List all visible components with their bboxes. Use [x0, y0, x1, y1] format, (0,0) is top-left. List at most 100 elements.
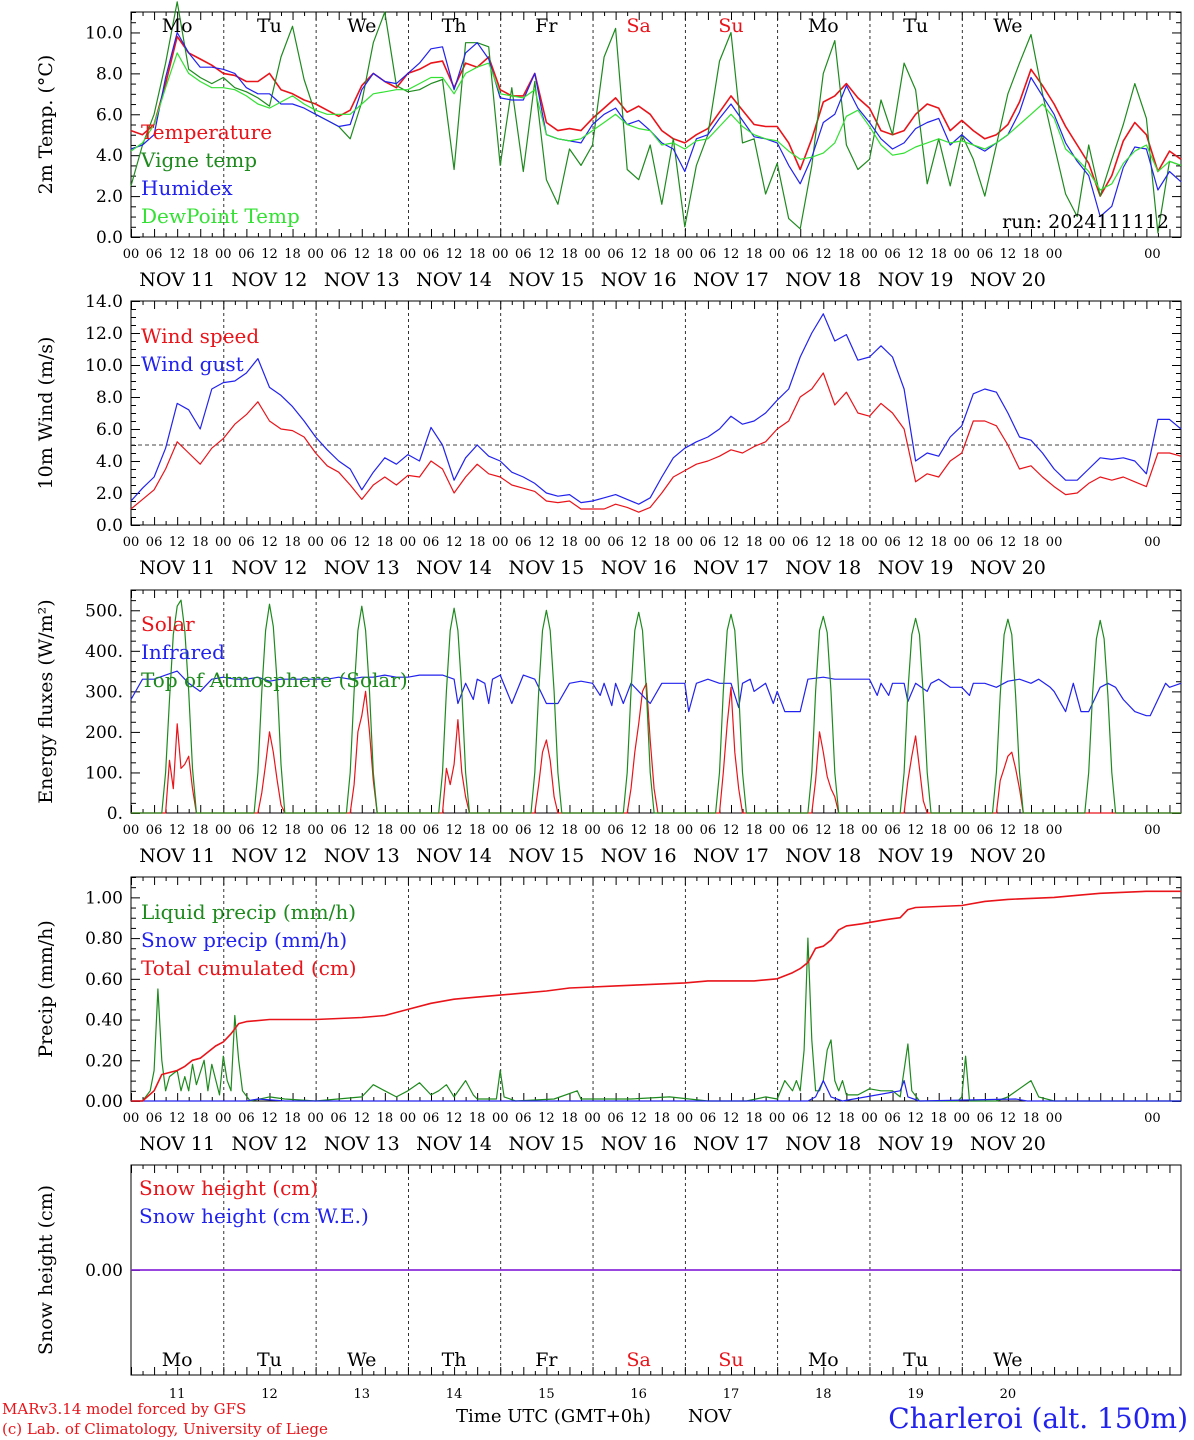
- hour-tick-label: 12: [630, 823, 647, 838]
- hour-tick-label: 12: [1000, 1111, 1017, 1126]
- hour-tick-label: 18: [930, 823, 947, 838]
- weekday-label: Mo: [162, 1349, 193, 1371]
- hour-tick-label: 06: [146, 1111, 163, 1126]
- hour-tick-label: 18: [192, 1111, 209, 1126]
- hour-tick-label: 12: [446, 535, 463, 550]
- hour-tick-label: 06: [700, 1111, 717, 1126]
- y-tick-label: 0.0: [96, 516, 123, 536]
- hour-tick-label: 18: [469, 823, 486, 838]
- hour-tick-label: 06: [977, 535, 994, 550]
- hour-tick-label: 00: [400, 823, 417, 838]
- hour-tick-label: 18: [284, 535, 301, 550]
- y-axis-title: 10m Wind (m/s): [35, 337, 57, 490]
- hour-tick-label: 06: [423, 247, 440, 262]
- weekday-label: Su: [718, 15, 743, 37]
- hour-tick-label: 06: [515, 247, 532, 262]
- hour-tick-label: 00: [400, 247, 417, 262]
- weekday-label: Th: [442, 15, 467, 37]
- legend-entry: Infrared: [141, 640, 225, 664]
- day-number-label: 12: [261, 1387, 278, 1402]
- hour-tick-label: 06: [700, 535, 717, 550]
- hour-tick-label: 12: [169, 1111, 186, 1126]
- y-tick-label: 6.0: [96, 420, 123, 440]
- series-line-total-cumulated-cm: [131, 890, 1181, 1102]
- hour-tick-label: 18: [1023, 1111, 1040, 1126]
- y-tick-label: 0.0: [96, 228, 123, 248]
- lab-credit: (c) Lab. of Climatology, University of L…: [2, 1420, 328, 1438]
- run-label: run: 2024111112: [1002, 211, 1169, 233]
- weekday-label: Sa: [627, 1349, 651, 1371]
- hour-tick-label: 18: [930, 1111, 947, 1126]
- hour-tick-label: 00: [769, 823, 786, 838]
- hour-tick-label: 00: [123, 1111, 140, 1126]
- hour-tick-label: 00: [400, 1111, 417, 1126]
- weekday-label: Sa: [627, 15, 651, 37]
- day-number-label: 16: [630, 1387, 647, 1402]
- legend-entry: Solar: [141, 612, 195, 636]
- day-number-label: 15: [538, 1387, 555, 1402]
- hour-tick-label: 12: [538, 1111, 555, 1126]
- hour-tick-label: 06: [977, 1111, 994, 1126]
- hour-tick-label: 00: [1144, 1111, 1161, 1126]
- date-label: NOV 19: [878, 557, 954, 579]
- y-tick-label: 10.0: [85, 356, 123, 376]
- hour-tick-label: 00: [1046, 535, 1063, 550]
- weekday-label: Tu: [257, 15, 282, 37]
- hour-tick-label: 00: [584, 247, 601, 262]
- hour-tick-label: 12: [723, 535, 740, 550]
- date-label: NOV 16: [601, 269, 677, 291]
- hour-tick-label: 00: [584, 535, 601, 550]
- legend-entry: Humidex: [141, 176, 233, 200]
- hour-tick-label: 12: [353, 1111, 370, 1126]
- hour-tick-label: 18: [284, 1111, 301, 1126]
- hour-tick-label: 00: [953, 823, 970, 838]
- date-label: NOV 15: [508, 1133, 584, 1155]
- hour-tick-label: 00: [492, 823, 509, 838]
- hour-tick-label: 12: [723, 1111, 740, 1126]
- hour-tick-label: 00: [1144, 823, 1161, 838]
- hour-tick-label: 18: [377, 535, 394, 550]
- date-label: NOV 17: [693, 557, 769, 579]
- y-tick-label: 4.0: [96, 452, 123, 472]
- day-number-label: 11: [169, 1387, 186, 1402]
- hour-tick-label: 12: [261, 535, 278, 550]
- hour-tick-label: 12: [169, 247, 186, 262]
- y-tick-label: 14.0: [85, 292, 123, 312]
- hour-tick-label: 12: [907, 1111, 924, 1126]
- legend-entry: Snow precip (mm/h): [141, 928, 347, 952]
- series-line-temperature: [130, 35, 1182, 197]
- hour-tick-label: 06: [700, 247, 717, 262]
- hour-tick-label: 18: [746, 535, 763, 550]
- hour-tick-label: 00: [400, 535, 417, 550]
- hour-tick-label: 06: [792, 1111, 809, 1126]
- hour-tick-label: 06: [146, 823, 163, 838]
- y-tick-label: 200.: [85, 723, 123, 743]
- series-line-vigne-temp: [130, 1, 1182, 234]
- day-number-label: 20: [1000, 1387, 1017, 1402]
- hour-tick-label: 18: [746, 823, 763, 838]
- date-label: NOV 12: [232, 269, 308, 291]
- y-tick-label: 8.0: [96, 388, 123, 408]
- hour-tick-label: 18: [838, 247, 855, 262]
- series-line-wind-gust: [130, 313, 1182, 505]
- hour-tick-label: 12: [907, 247, 924, 262]
- hour-tick-label: 06: [884, 823, 901, 838]
- hour-tick-label: 06: [607, 823, 624, 838]
- hour-tick-label: 00: [677, 535, 694, 550]
- legend-entry: Snow height (cm W.E.): [139, 1204, 369, 1228]
- hour-tick-label: 00: [861, 823, 878, 838]
- legend-entry: Wind speed: [141, 324, 259, 348]
- date-label: NOV 17: [693, 845, 769, 867]
- series-line-wind-speed: [130, 372, 1182, 513]
- hour-tick-label: 00: [123, 247, 140, 262]
- y-tick-label: 0.80: [85, 929, 123, 949]
- hour-tick-label: 18: [746, 1111, 763, 1126]
- y-tick-label: 0.: [107, 804, 123, 824]
- hour-tick-label: 00: [307, 823, 324, 838]
- hour-tick-label: 00: [1046, 823, 1063, 838]
- series-line-infrared: [130, 670, 1182, 717]
- hour-tick-label: 00: [861, 247, 878, 262]
- hour-tick-label: 18: [653, 1111, 670, 1126]
- hour-tick-label: 12: [353, 247, 370, 262]
- y-tick-label: 8.0: [96, 64, 123, 84]
